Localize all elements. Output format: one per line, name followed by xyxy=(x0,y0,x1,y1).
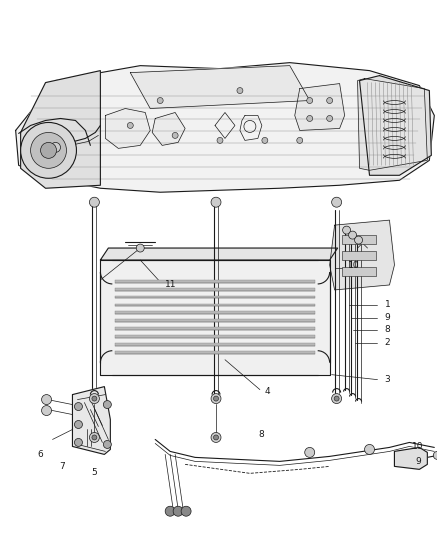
Text: 5: 5 xyxy=(92,468,97,477)
Circle shape xyxy=(42,406,52,416)
Text: 9: 9 xyxy=(385,313,390,322)
Text: 6: 6 xyxy=(38,450,43,459)
Text: 9: 9 xyxy=(415,457,421,466)
Text: 4: 4 xyxy=(265,387,271,396)
Circle shape xyxy=(103,401,111,409)
Circle shape xyxy=(31,132,67,168)
Circle shape xyxy=(74,439,82,447)
Circle shape xyxy=(364,445,374,455)
Polygon shape xyxy=(357,78,427,171)
Circle shape xyxy=(74,421,82,429)
Circle shape xyxy=(21,123,77,178)
Circle shape xyxy=(89,197,99,207)
Circle shape xyxy=(332,197,342,207)
Circle shape xyxy=(305,447,314,457)
Polygon shape xyxy=(330,220,395,290)
Circle shape xyxy=(172,132,178,139)
Polygon shape xyxy=(295,84,345,131)
Bar xyxy=(115,296,314,298)
Circle shape xyxy=(343,226,350,234)
Bar xyxy=(115,343,314,346)
Circle shape xyxy=(89,393,99,403)
Text: 10: 10 xyxy=(348,261,360,270)
Circle shape xyxy=(327,98,332,103)
Text: 10: 10 xyxy=(413,442,424,451)
Text: 2: 2 xyxy=(385,338,390,348)
Circle shape xyxy=(349,231,357,239)
Circle shape xyxy=(217,138,223,143)
Polygon shape xyxy=(72,386,110,455)
Circle shape xyxy=(41,142,57,158)
Circle shape xyxy=(355,236,363,244)
Polygon shape xyxy=(106,109,150,148)
Circle shape xyxy=(211,432,221,442)
Bar xyxy=(342,235,377,244)
Circle shape xyxy=(74,402,82,410)
Bar xyxy=(115,327,314,330)
Bar xyxy=(115,319,314,322)
Circle shape xyxy=(262,138,268,143)
Circle shape xyxy=(237,87,243,94)
Circle shape xyxy=(327,116,332,122)
Polygon shape xyxy=(100,248,338,260)
Circle shape xyxy=(334,396,339,401)
Circle shape xyxy=(433,451,438,459)
Text: 8: 8 xyxy=(385,325,390,334)
Text: 7: 7 xyxy=(60,462,65,471)
Circle shape xyxy=(42,394,52,405)
Circle shape xyxy=(127,123,133,128)
Text: 11: 11 xyxy=(165,280,177,289)
Circle shape xyxy=(103,440,111,448)
Text: 1: 1 xyxy=(385,301,390,309)
Circle shape xyxy=(136,244,144,252)
Circle shape xyxy=(157,98,163,103)
Circle shape xyxy=(173,506,183,516)
Polygon shape xyxy=(360,76,431,175)
Polygon shape xyxy=(152,112,185,146)
Bar xyxy=(115,304,314,306)
Bar xyxy=(115,280,314,282)
Bar xyxy=(115,335,314,338)
Bar xyxy=(115,351,314,353)
Circle shape xyxy=(307,98,313,103)
Text: 3: 3 xyxy=(385,375,390,384)
Circle shape xyxy=(92,435,97,440)
Polygon shape xyxy=(130,66,310,109)
Circle shape xyxy=(297,138,303,143)
Polygon shape xyxy=(21,71,100,188)
Circle shape xyxy=(211,197,221,207)
Circle shape xyxy=(165,506,175,516)
Bar xyxy=(115,288,314,290)
Circle shape xyxy=(213,396,219,401)
Circle shape xyxy=(92,396,97,401)
Polygon shape xyxy=(16,63,434,192)
Bar xyxy=(342,267,377,276)
Circle shape xyxy=(332,393,342,403)
Circle shape xyxy=(307,116,313,122)
Bar xyxy=(115,311,314,314)
Bar xyxy=(342,251,377,260)
Circle shape xyxy=(181,506,191,516)
Circle shape xyxy=(211,393,221,403)
Polygon shape xyxy=(100,260,330,375)
Circle shape xyxy=(213,435,219,440)
Text: 8: 8 xyxy=(258,430,264,439)
Circle shape xyxy=(89,432,99,442)
Circle shape xyxy=(50,142,60,152)
Polygon shape xyxy=(395,447,427,470)
